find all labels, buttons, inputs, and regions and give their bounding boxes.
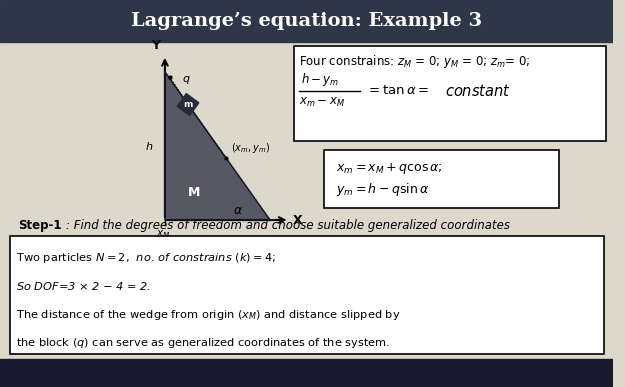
Text: Step-1: Step-1 (18, 219, 61, 232)
Text: Y: Y (151, 39, 160, 52)
Text: $x_m = x_M + q\cos\alpha$;: $x_m = x_M + q\cos\alpha$; (336, 161, 442, 175)
Text: m: m (183, 100, 192, 109)
Bar (324, 150, 559, 208)
Bar (0, 0, 614, 42)
Text: X: X (292, 214, 302, 226)
Text: Lagrange’s equation: Example 3: Lagrange’s equation: Example 3 (131, 12, 483, 30)
Text: $= \tan\alpha = $: $= \tan\alpha = $ (366, 84, 429, 98)
Text: $So$ $DOF$=3 × 2 − 4 = 2.: $So$ $DOF$=3 × 2 − 4 = 2. (16, 281, 151, 293)
Polygon shape (165, 72, 270, 220)
Text: $h$: $h$ (145, 140, 153, 152)
Text: $(x_m, y_m)$: $(x_m, y_m)$ (231, 141, 270, 155)
Text: $q$: $q$ (182, 74, 191, 86)
Text: the block $(q)$ can serve as generalized coordinates of the system.: the block $(q)$ can serve as generalized… (16, 336, 390, 350)
Bar (177, 93, 199, 116)
Bar (0, 359, 614, 387)
Text: Two particles $N = 2$,  $no.\,of$ $constrains$ $(k) = 4$;: Two particles $N = 2$, $no.\,of$ $constr… (16, 252, 276, 265)
Text: Four constrains: $z_M$ = 0; $y_M$ = 0; $z_m$= 0;: Four constrains: $z_M$ = 0; $y_M$ = 0; $… (299, 53, 531, 70)
Text: $h-y_m$: $h-y_m$ (301, 72, 339, 89)
Text: $\alpha$: $\alpha$ (234, 204, 244, 216)
Text: M: M (188, 185, 201, 199)
Text: The distance of the wedge from origin $(x_M)$ and distance slipped by: The distance of the wedge from origin $(… (16, 308, 400, 322)
Text: $constant$: $constant$ (444, 83, 511, 99)
Bar (10, 236, 604, 354)
Text: $y_m = h - q\sin\alpha$: $y_m = h - q\sin\alpha$ (336, 182, 429, 199)
Text: $x_M$: $x_M$ (156, 228, 170, 240)
Bar (294, 46, 606, 141)
Text: $x_m-x_M$: $x_m-x_M$ (299, 96, 345, 108)
Text: : Find the degrees of freedom and choose suitable generalized coordinates: : Find the degrees of freedom and choose… (66, 219, 510, 232)
